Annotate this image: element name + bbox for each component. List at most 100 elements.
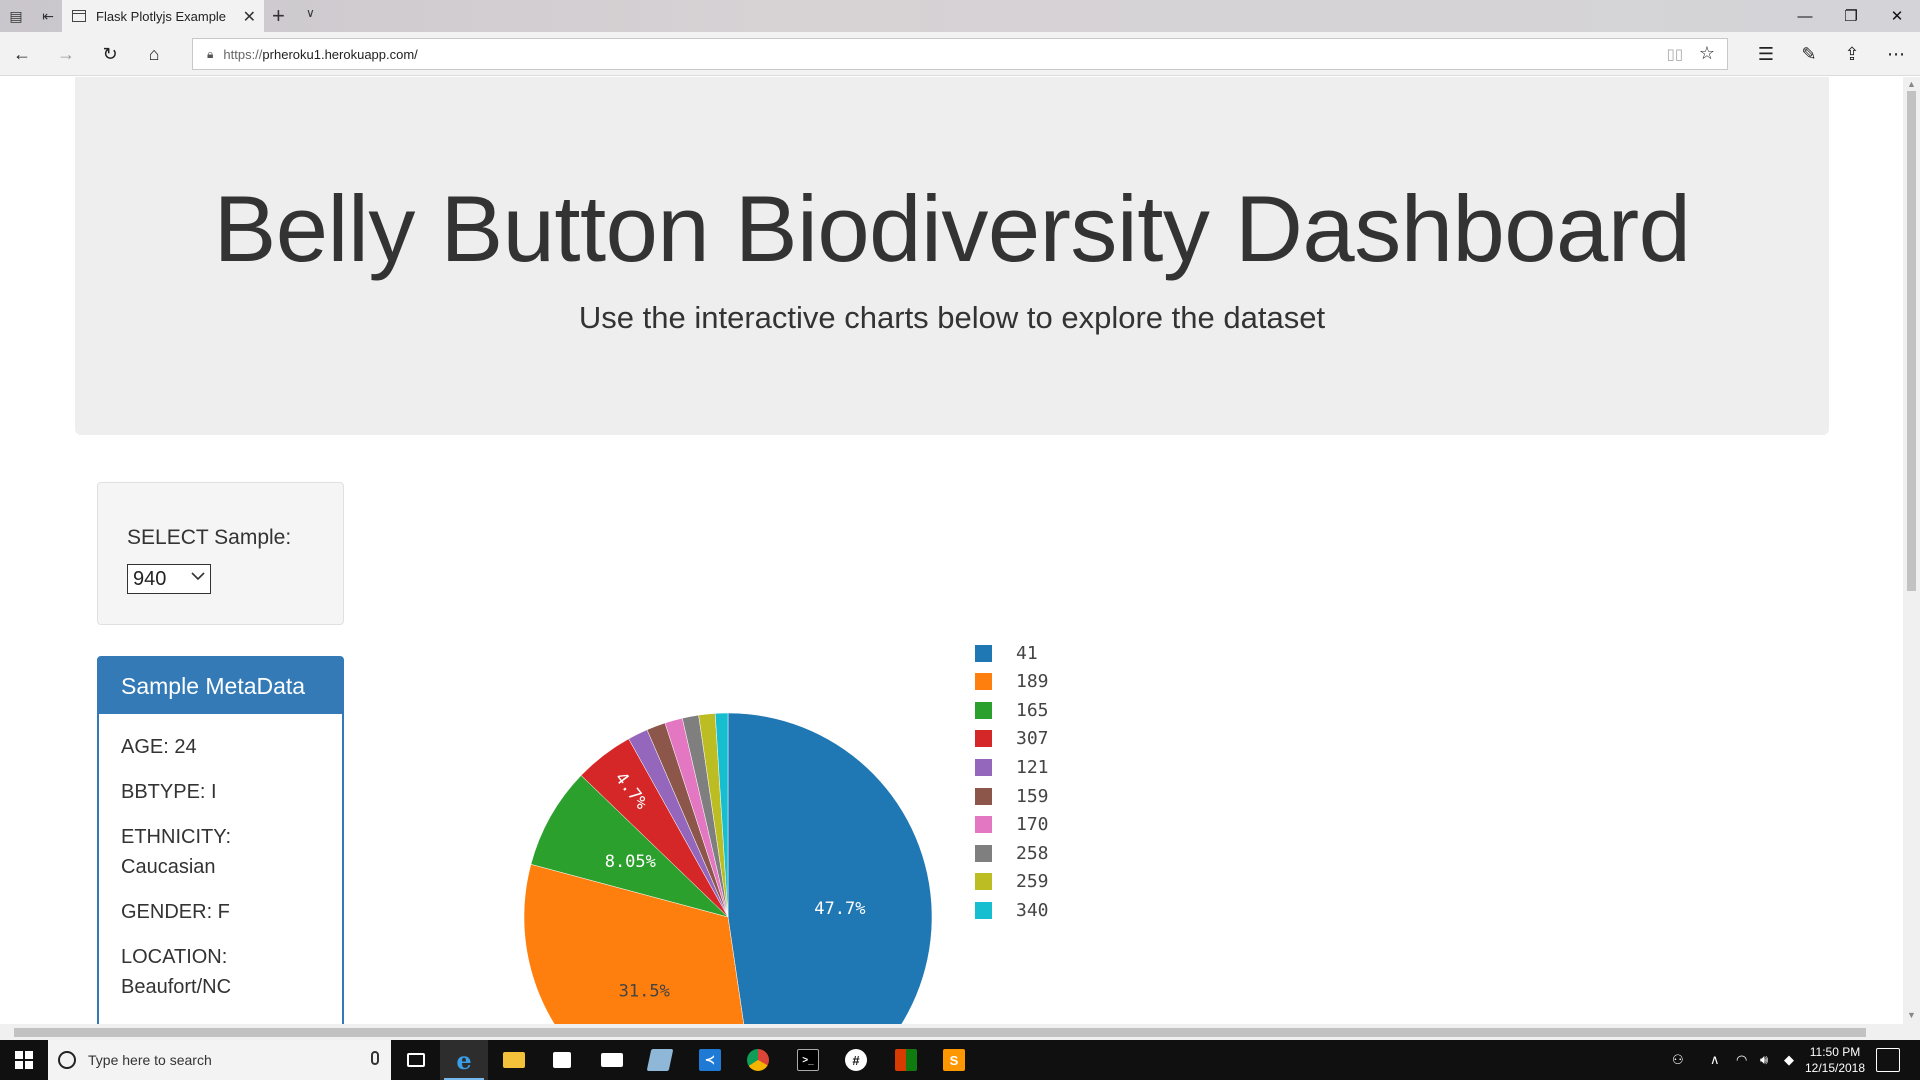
slack-icon[interactable]: # <box>832 1040 880 1080</box>
page-subtitle: Use the interactive charts below to expl… <box>578 300 1326 335</box>
clock-date: 12/15/2018 <box>1804 1061 1866 1075</box>
legend-item-189[interactable]: 189 <box>975 671 1049 692</box>
volume-icon[interactable]: 🔊︎ <box>1760 1052 1769 1067</box>
legend-item-165[interactable]: 165 <box>975 700 1049 721</box>
legend-item-121[interactable]: 121 <box>975 756 1049 778</box>
vscode-icon[interactable]: ≺ <box>686 1040 734 1080</box>
notepad-icon[interactable] <box>636 1040 684 1080</box>
action-center-icon[interactable] <box>1876 1048 1900 1072</box>
legend-swatch <box>975 758 992 776</box>
legend-swatch <box>975 644 992 662</box>
metadata-location: LOCATION: Beaufort/NC <box>121 946 232 998</box>
legend-label: 259 <box>1016 871 1049 893</box>
pie-chart[interactable]: 47.7% 31.5% 8.05% 4.7% <box>510 617 1110 1024</box>
sublime-text-icon[interactable]: S <box>930 1040 978 1080</box>
legend-swatch <box>975 816 992 834</box>
scroll-down-arrow-icon[interactable]: ▼ <box>1907 1010 1916 1020</box>
microphone-icon[interactable] <box>371 1051 379 1065</box>
tabs-aside-icon[interactable]: ▤ <box>9 7 23 24</box>
sample-select-dropdown[interactable]: 940 <box>127 564 211 594</box>
legend-item-340[interactable]: 340 <box>975 900 1049 921</box>
legend-swatch <box>975 901 992 919</box>
pie-slice-189[interactable] <box>523 863 758 1024</box>
legend-swatch <box>975 701 992 719</box>
pie-slice-165[interactable] <box>530 775 729 918</box>
legend-label: 307 <box>1016 728 1049 750</box>
pie-slice-label: 31.5% <box>619 982 670 1002</box>
file-explorer-icon[interactable] <box>490 1040 538 1080</box>
legend-label: 159 <box>1016 785 1049 807</box>
pie-slice-340[interactable] <box>714 712 729 918</box>
windows-taskbar: Type here to search e ≺ >_ # S ⚇ ∧ ◠ 🔊︎ … <box>0 1040 1920 1080</box>
legend-swatch <box>975 844 992 862</box>
legend-item-170[interactable]: 170 <box>975 814 1049 836</box>
legend-item-258[interactable]: 258 <box>975 843 1049 864</box>
refresh-icon[interactable]: ↻ <box>102 43 118 64</box>
show-hidden-icons-chevron-icon[interactable]: ∧ <box>1710 1052 1720 1067</box>
url-text: https://prheroku1.herokuapp.com/ <box>223 47 417 62</box>
new-tab-button[interactable]: + <box>272 3 285 28</box>
network-icon[interactable]: ◠ <box>1736 1052 1748 1067</box>
chrome-icon[interactable] <box>734 1040 782 1080</box>
close-tab-icon[interactable]: ✕ <box>242 9 256 26</box>
home-icon[interactable]: ⌂ <box>148 43 160 64</box>
favorite-star-icon[interactable]: ☆ <box>1698 43 1715 63</box>
minimize-button[interactable]: — <box>1797 7 1813 25</box>
legend-item-259[interactable]: 259 <box>975 871 1049 893</box>
horizontal-scroll-thumb[interactable] <box>14 1028 1866 1037</box>
legend-label: 121 <box>1016 756 1049 778</box>
page-icon <box>72 10 86 22</box>
tab-title: Flask Plotlyjs Example <box>96 8 227 24</box>
office-icon[interactable] <box>882 1040 930 1080</box>
task-view-icon[interactable] <box>392 1040 440 1080</box>
select-sample-label: SELECT Sample: <box>127 526 292 549</box>
address-bar[interactable]: 🔒︎ https://prheroku1.herokuapp.com/ ▯▯ ☆ <box>192 38 1728 70</box>
legend-item-307[interactable]: 307 <box>975 728 1049 750</box>
taskbar-clock[interactable]: 11:50 PM 12/15/2018 <box>1800 1044 1870 1076</box>
metadata-bbtype: BBTYPE: I <box>121 781 217 803</box>
legend-item-159[interactable]: 159 <box>975 785 1049 807</box>
set-tabs-aside-icon[interactable]: ⇤ <box>42 7 54 24</box>
tab-list-chevron-icon[interactable]: ∨ <box>306 6 315 20</box>
restore-button[interactable]: ❐ <box>1844 8 1858 25</box>
taskbar-search[interactable]: Type here to search <box>48 1040 391 1080</box>
metadata-ethnicity: ETHNICITY: Caucasian <box>121 826 232 878</box>
more-menu-icon[interactable]: ⋯ <box>1887 43 1905 64</box>
people-icon[interactable]: ⚇ <box>1672 1052 1684 1067</box>
vertical-scrollbar[interactable]: ▲ ▼ <box>1903 77 1920 1024</box>
forward-arrow-icon[interactable]: → <box>57 43 75 64</box>
reading-view-icon[interactable]: ▯▯ <box>1666 46 1683 63</box>
pie-slice-41[interactable] <box>727 712 933 1024</box>
share-icon[interactable]: ⇪ <box>1844 43 1860 64</box>
sample-select-well: SELECT Sample: 940 <box>97 482 344 625</box>
pie-slice-label: 8.05% <box>605 852 656 872</box>
metadata-panel: Sample MetaData AGE: 24 BBTYPE: I ETHNIC… <box>97 656 344 1024</box>
lock-icon: 🔒︎ <box>207 46 214 61</box>
edge-icon[interactable]: e <box>440 1040 488 1080</box>
chevron-down-icon <box>191 572 205 581</box>
start-button[interactable] <box>0 1040 48 1080</box>
browser-tab[interactable]: Flask Plotlyjs Example ✕ <box>62 0 264 32</box>
scroll-up-arrow-icon[interactable]: ▲ <box>1907 79 1916 89</box>
legend-swatch <box>975 673 992 691</box>
legend-swatch <box>975 873 992 891</box>
browser-toolbar: ← → ↻ ⌂ 🔒︎ https://prheroku1.herokuapp.c… <box>0 32 1920 76</box>
legend-item-41[interactable]: 41 <box>975 643 1038 664</box>
window-close-button[interactable]: ✕ <box>1890 8 1904 25</box>
legend-label: 170 <box>1016 814 1049 836</box>
metadata-list: AGE: 24 BBTYPE: I ETHNICITY: Caucasian G… <box>99 714 342 1012</box>
web-note-pen-icon[interactable]: ✎ <box>1801 43 1817 64</box>
terminal-icon[interactable]: >_ <box>784 1040 832 1080</box>
horizontal-scrollbar[interactable] <box>0 1024 1920 1040</box>
vertical-scroll-thumb[interactable] <box>1907 91 1916 591</box>
legend-swatch <box>975 730 992 748</box>
back-arrow-icon[interactable]: ← <box>13 43 31 64</box>
favorites-hub-icon[interactable]: ☰ <box>1757 43 1775 64</box>
mail-icon[interactable] <box>588 1040 636 1080</box>
pie-chart-svg[interactable]: 47.7%31.5%8.05%4.7% <box>510 617 1110 1024</box>
selected-sample-value: 940 <box>133 568 167 590</box>
metadata-gender: GENDER: F <box>121 901 230 923</box>
store-icon[interactable] <box>538 1040 586 1080</box>
pie-slice-label: 47.7% <box>814 899 865 919</box>
dropbox-icon[interactable]: ◆ <box>1784 1052 1794 1067</box>
